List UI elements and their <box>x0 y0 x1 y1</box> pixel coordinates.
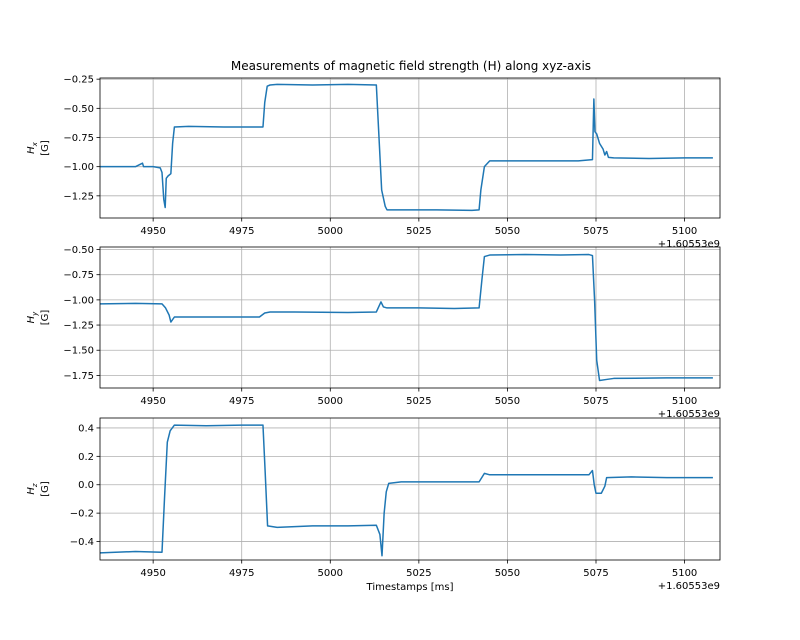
panel-frame <box>99 417 721 561</box>
y-tick-label: −1.25 <box>63 321 94 332</box>
x-tick-label: 5050 <box>495 226 520 237</box>
x-tick-label: 5000 <box>318 396 343 407</box>
y-tick-label: −1.00 <box>63 295 94 306</box>
x-tick-label: 5050 <box>495 396 520 407</box>
y-tick-label: −1.25 <box>63 191 94 202</box>
y-tick-label: −0.4 <box>70 537 94 548</box>
x-tick-label: 4975 <box>229 568 254 579</box>
x-tick-label: 4975 <box>229 396 254 407</box>
x-tick-label: 5000 <box>318 226 343 237</box>
panel-frame <box>99 77 721 219</box>
y-axis-unit: [G] <box>40 310 51 326</box>
x-axis-label: Timestamps [ms] <box>366 582 454 593</box>
x-tick-label: 5100 <box>672 396 697 407</box>
x-tick-label: 4950 <box>140 396 165 407</box>
x-offset-label: +1.60553e9 <box>658 239 720 250</box>
x-tick-label: 5025 <box>406 226 431 237</box>
series-line-x <box>100 83 713 212</box>
y-axis-label: Hx <box>26 141 39 154</box>
series-line-z <box>100 424 713 557</box>
x-tick-label: 5025 <box>406 396 431 407</box>
y-axis-unit: [G] <box>40 140 51 156</box>
x-tick-label: 5000 <box>318 568 343 579</box>
y-tick-label: −1.50 <box>63 346 94 357</box>
y-tick-label: −0.50 <box>63 245 94 256</box>
y-axis-label: Hz <box>26 483 39 495</box>
y-tick-label: −0.2 <box>70 509 94 520</box>
y-tick-label: 0.4 <box>78 423 94 434</box>
x-tick-label: 5075 <box>583 396 608 407</box>
panel-frame <box>99 246 721 389</box>
x-tick-label: 4950 <box>140 226 165 237</box>
x-tick-label: 5100 <box>672 226 697 237</box>
y-tick-label: −1.00 <box>63 162 94 173</box>
x-tick-label: 5050 <box>495 568 520 579</box>
y-axis-label: Hy <box>26 311 39 324</box>
y-tick-label: −1.75 <box>63 371 94 382</box>
x-tick-label: 5075 <box>583 226 608 237</box>
chart-title: Measurements of magnetic field strength … <box>231 59 591 73</box>
y-tick-label: −0.25 <box>63 75 94 86</box>
y-axis-unit: [G] <box>40 481 51 497</box>
y-tick-label: −0.75 <box>63 270 94 281</box>
panels-group: 4950 4975 5000 5025 5050 5075 5100 −0.25 −0.50 −0… <box>26 75 721 592</box>
panel-1: 4950 4975 5000 5025 5050 5075 5100 −0.25 −0.50 −0… <box>26 75 721 250</box>
x-tick-label: 5025 <box>406 568 431 579</box>
x-tick-label: 4950 <box>140 568 165 579</box>
x-tick-label: 5100 <box>672 568 697 579</box>
x-offset-label: +1.60553e9 <box>658 409 720 420</box>
series-line-y <box>100 253 713 382</box>
x-tick-label: 4975 <box>229 226 254 237</box>
y-tick-label: −0.50 <box>63 104 94 115</box>
y-tick-label: −0.75 <box>63 133 94 144</box>
x-tick-label: 5075 <box>583 568 608 579</box>
y-tick-label: 0.2 <box>78 452 94 463</box>
panel-2: 4950 4975 5000 5025 5050 5075 5100 −0.50 −0.75 −1… <box>26 245 721 420</box>
y-tick-label: 0.0 <box>78 480 94 491</box>
x-offset-label: +1.60553e9 <box>658 581 720 592</box>
panel-3: 4950 4975 5000 5025 5050 5075 5100 0.4 0.2 0.0 −0.… <box>26 417 721 592</box>
